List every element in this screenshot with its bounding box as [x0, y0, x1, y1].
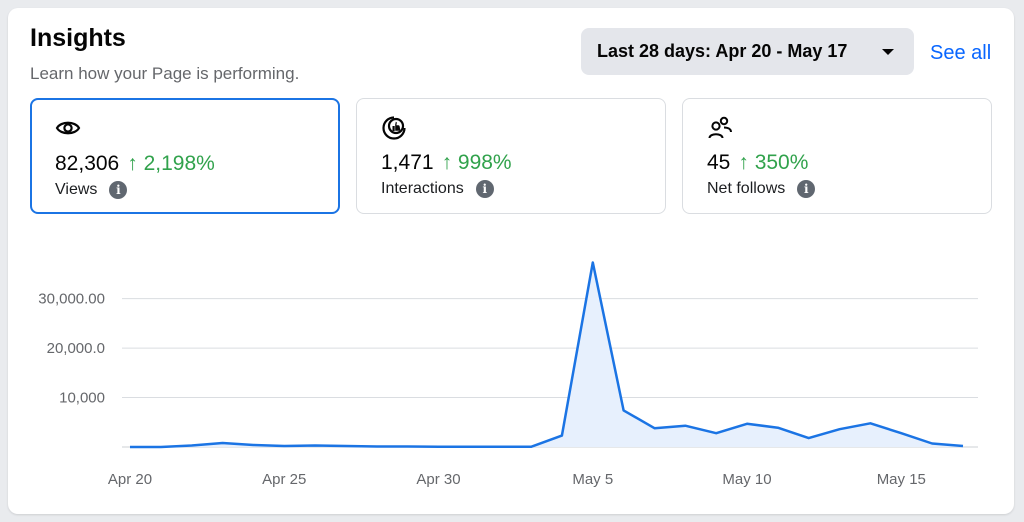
metric-value: 45 [707, 151, 731, 174]
x-tick-label: Apr 20 [108, 471, 152, 488]
y-tick-label: 10,000 [59, 390, 105, 407]
metric-card-net-follows[interactable]: 45 ↑ 350% Net follows i [682, 98, 992, 214]
x-tick-label: May 10 [722, 471, 771, 488]
metric-change: ↑ 2,198% [127, 152, 215, 175]
metric-change: ↑ 998% [441, 151, 512, 174]
y-tick-label: 20,000.0 [47, 340, 105, 357]
metric-card-interactions[interactable]: 1,471 ↑ 998% Interactions i [356, 98, 666, 214]
chart-area [130, 262, 963, 447]
eye-icon [55, 121, 81, 135]
metric-change: ↑ 350% [738, 151, 809, 174]
x-tick-label: Apr 30 [416, 471, 460, 488]
chart-line [130, 261, 964, 449]
metric-card-views[interactable]: 82,306 ↑ 2,198% Views i [30, 98, 340, 214]
metric-value: 1,471 [381, 151, 434, 174]
people-icon [708, 116, 732, 139]
info-icon[interactable]: i [797, 180, 816, 198]
metric-label: Views [55, 181, 98, 198]
info-icon[interactable]: i [475, 180, 494, 198]
insights-card: Insights Learn how your Page is performi… [8, 8, 1014, 514]
page-subtitle: Learn how your Page is performing. [30, 64, 300, 83]
metric-value: 82,306 [55, 152, 120, 175]
interactions-icon [382, 116, 406, 140]
info-icon[interactable]: i [109, 181, 128, 199]
views-chart: 10,000 20,000.0 30,000.00 Apr 20 Apr 25 Apr 3… [38, 261, 978, 488]
see-all-link[interactable]: See all [930, 42, 992, 64]
caret-down-icon [882, 49, 894, 55]
metric-label: Interactions [381, 180, 464, 197]
x-tick-label: May 15 [877, 471, 926, 488]
y-tick-label: 30,000.00 [38, 291, 105, 308]
page-title: Insights [30, 24, 126, 52]
date-range-dropdown[interactable]: Last 28 days: Apr 20 - May 17 [581, 28, 914, 75]
date-range-label: Last 28 days: Apr 20 - May 17 [597, 41, 848, 61]
metric-label: Net follows [707, 180, 786, 197]
x-tick-label: Apr 25 [262, 471, 306, 488]
x-tick-label: May 5 [572, 471, 613, 488]
